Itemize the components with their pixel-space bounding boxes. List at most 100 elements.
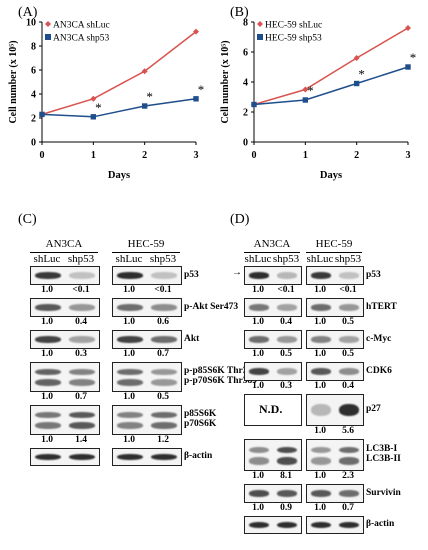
lane-header: shLuc [33,253,61,265]
protein-label: Survivin [366,487,401,498]
blot-band [151,422,177,429]
protein-label: Akt [184,333,200,344]
blot-band [339,404,359,416]
legend-label: AN3CA shp53 [53,34,109,44]
blot-strip [306,298,364,317]
blot-band [339,336,359,343]
quant-value: 0.9 [280,503,292,513]
panel-label-a: (A) [18,5,38,20]
data-point [141,68,148,75]
y-tick-label: 8 [243,18,248,29]
blot-band [249,446,269,454]
blot-strip [30,448,100,466]
cell-line-header: AN3CA [45,238,83,250]
data-point [302,86,309,93]
blot-band [117,369,143,376]
quant-value: 0.3 [280,381,292,391]
protein-label: p-Akt Ser473 [184,301,239,312]
quant-value: 0.5 [157,392,169,402]
data-point [405,25,411,31]
blot-band [311,446,331,454]
blot-band [35,379,61,386]
quant-value: 0.4 [342,381,354,391]
blot-band [311,521,331,529]
protein-label: CDK6 [366,365,392,376]
blot-strip [112,266,182,285]
blot-strip [244,516,302,534]
blot-band [151,304,177,311]
blot-band [151,369,177,376]
panel-label-c: (C) [18,212,37,227]
y-tick-label: 4 [243,78,248,89]
cell-line-header: HEC-59 [315,238,353,250]
blot-strip [306,394,364,426]
panel-label-b: (B) [230,5,249,20]
blot-band [249,368,269,375]
protein-label: p-p70S6K Thr389 [184,376,257,386]
blot-band [69,412,95,419]
legend-marker [45,21,51,27]
blot-band [69,422,95,429]
blot-band [69,379,95,386]
quant-value: 1.0 [41,317,53,327]
legend-label: HEC-59 shp53 [265,34,322,44]
quant-value: 1.0 [314,503,326,513]
blot-band [277,272,297,279]
protein-label: p27 [366,404,381,414]
blot-band [339,521,359,529]
blot-band [35,412,61,419]
protein-label: LC3B-II [366,454,401,464]
y-tick-label: 2 [243,108,248,119]
blot-band [339,457,359,465]
protein-label: p53 [184,269,199,280]
blot-band [151,336,177,343]
quant-value: 5.6 [342,426,354,436]
blot-band [339,272,359,279]
quant-value: 0.5 [342,317,354,327]
quant-value: 1.2 [157,435,169,445]
blot-band [35,453,61,461]
blot-band [249,272,269,279]
blot-band [277,336,297,343]
blot-band [277,490,297,497]
series-line [41,98,197,118]
lane-header: shp53 [67,253,95,265]
blot-band [277,457,297,465]
header-underline [30,252,98,253]
protein-label: hTERT [366,301,397,312]
y-tick-label: 6 [243,48,248,59]
blot-band [311,336,331,343]
blot-band [117,304,143,311]
blot-band [311,404,331,416]
quant-value: 1.4 [75,435,87,445]
quant-value: 1.0 [252,381,264,391]
band-arrow: → [232,267,242,278]
blot-band [151,379,177,386]
protein-label: c-Myc [366,333,392,344]
quant-value: <0.1 [277,285,295,295]
blot-strip [244,266,302,285]
cell-line-header: HEC-59 [127,238,165,250]
data-point [141,103,148,109]
panel-label-d: (D) [230,212,250,227]
blot-strip [112,298,182,317]
blot-band [277,521,297,529]
legend-label: AN3CA shLuc [53,21,110,31]
blot-band [277,446,297,454]
blot-band [277,368,297,375]
data-point [193,96,199,102]
quant-value: 1.0 [123,285,135,295]
quant-value: 0.4 [280,317,292,327]
quant-value: 1.0 [252,349,264,359]
blot-band [249,304,269,311]
significance-star: * [307,83,314,98]
quant-value: 1.0 [314,471,326,481]
lane-header: shLuc [244,253,272,265]
blot-band [249,490,269,497]
quant-value: 8.1 [280,471,292,481]
protein-label: LC3B-I [366,444,398,454]
lane-header: shLuc [306,253,334,265]
significance-star: * [95,100,102,115]
y-tick-label: 0 [243,138,248,149]
blot-strip [244,362,302,381]
